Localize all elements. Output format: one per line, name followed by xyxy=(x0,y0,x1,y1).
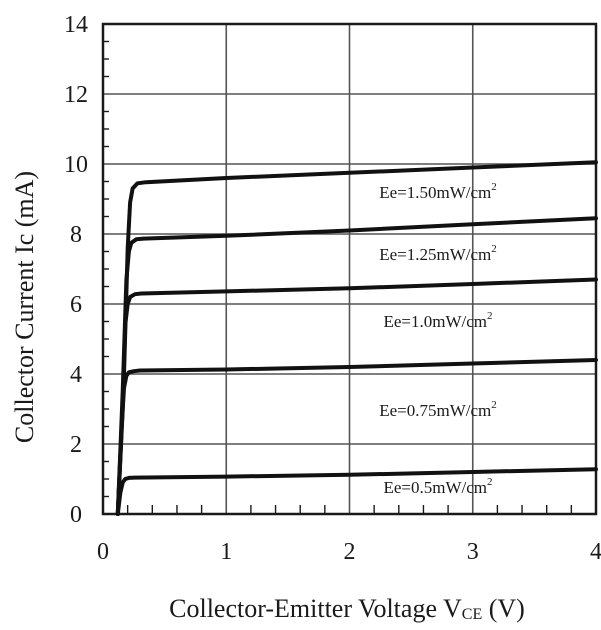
y-tick-label: 14 xyxy=(64,12,88,38)
series-line xyxy=(115,277,598,516)
series-label-text: Ee=0.75mW/cm xyxy=(379,401,491,420)
series-line xyxy=(115,160,598,516)
series-label: Ee=0.75mW/cm2 xyxy=(379,399,497,420)
y-tick-label: 12 xyxy=(64,82,88,108)
x-tick-label: 0 xyxy=(97,539,109,565)
series-label-superscript: 2 xyxy=(491,399,497,411)
x-tick-label: 3 xyxy=(467,539,479,565)
series-label: Ee=1.50mW/cm2 xyxy=(379,181,497,202)
x-tick-labels: 0 1 2 3 4 xyxy=(97,539,601,565)
curve-labels: Ee=1.50mW/cm2Ee=1.25mW/cm2Ee=1.0mW/cm2Ee… xyxy=(379,181,497,497)
y-tick-label: 2 xyxy=(70,432,82,458)
x-axis-title: Collector-Emitter Voltage VCE (V) xyxy=(169,594,525,623)
y-tick-label: 0 xyxy=(70,502,82,528)
y-tick-label: 8 xyxy=(70,222,82,248)
series-label-superscript: 2 xyxy=(487,476,493,488)
series-label-superscript: 2 xyxy=(487,310,493,322)
series-label-superscript: 2 xyxy=(491,181,497,193)
series-line xyxy=(115,467,598,516)
minor-ticks xyxy=(103,40,573,514)
series-label-superscript: 2 xyxy=(491,243,497,255)
series-label-text: Ee=1.25mW/cm xyxy=(379,245,491,264)
y-axis-title: Collector Current Ic (mA) xyxy=(10,171,39,443)
grid xyxy=(103,24,596,514)
x-tick-label: 2 xyxy=(344,539,356,565)
y-tick-label: 6 xyxy=(70,292,82,318)
series-label: Ee=0.5mW/cm2 xyxy=(383,476,492,497)
x-axis-title-unit: (V) xyxy=(482,594,525,623)
y-tick-labels: 0 2 4 6 8 10 12 14 xyxy=(64,12,88,528)
series-line xyxy=(115,358,598,516)
series-label: Ee=1.0mW/cm2 xyxy=(383,310,492,331)
x-axis-title-main: Collector-Emitter Voltage V xyxy=(169,594,462,623)
x-tick-label: 1 xyxy=(220,539,232,565)
x-tick-label: 4 xyxy=(590,539,601,565)
series-label-text: Ee=0.5mW/cm xyxy=(383,478,487,497)
series-label-text: Ee=1.0mW/cm xyxy=(383,312,487,331)
y-tick-label: 4 xyxy=(70,362,82,388)
series-label: Ee=1.25mW/cm2 xyxy=(379,243,497,264)
y-tick-label: 10 xyxy=(64,152,88,178)
x-axis-title-subscript: CE xyxy=(462,606,482,623)
series-label-text: Ee=1.50mW/cm xyxy=(379,183,491,202)
plot-frame xyxy=(101,22,598,516)
curves xyxy=(115,160,598,516)
